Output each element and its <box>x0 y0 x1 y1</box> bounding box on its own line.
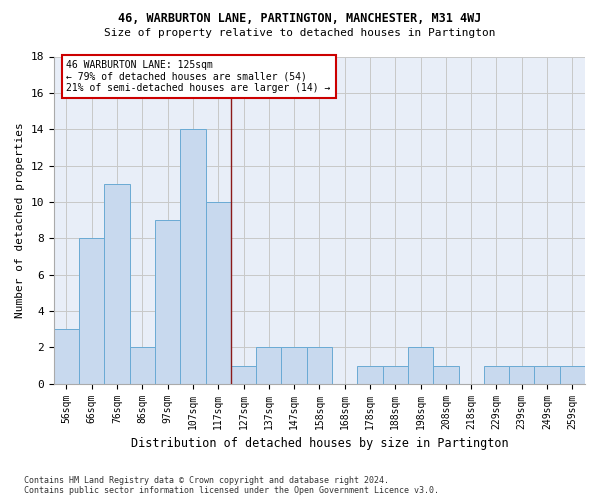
Y-axis label: Number of detached properties: Number of detached properties <box>15 122 25 318</box>
Bar <box>307 348 332 384</box>
Bar <box>54 329 79 384</box>
Bar <box>155 220 180 384</box>
Text: 46 WARBURTON LANE: 125sqm
← 79% of detached houses are smaller (54)
21% of semi-: 46 WARBURTON LANE: 125sqm ← 79% of detac… <box>67 60 331 94</box>
Bar <box>281 348 307 384</box>
Bar <box>509 366 535 384</box>
Bar <box>180 129 206 384</box>
Bar <box>560 366 585 384</box>
Bar <box>535 366 560 384</box>
Bar <box>408 348 433 384</box>
X-axis label: Distribution of detached houses by size in Partington: Distribution of detached houses by size … <box>131 437 508 450</box>
Text: Contains HM Land Registry data © Crown copyright and database right 2024.
Contai: Contains HM Land Registry data © Crown c… <box>24 476 439 495</box>
Bar <box>484 366 509 384</box>
Text: 46, WARBURTON LANE, PARTINGTON, MANCHESTER, M31 4WJ: 46, WARBURTON LANE, PARTINGTON, MANCHEST… <box>118 12 482 26</box>
Bar <box>104 184 130 384</box>
Bar <box>231 366 256 384</box>
Bar <box>383 366 408 384</box>
Bar <box>79 238 104 384</box>
Bar <box>358 366 383 384</box>
Text: Size of property relative to detached houses in Partington: Size of property relative to detached ho… <box>104 28 496 38</box>
Bar <box>130 348 155 384</box>
Bar <box>206 202 231 384</box>
Bar <box>256 348 281 384</box>
Bar <box>433 366 458 384</box>
